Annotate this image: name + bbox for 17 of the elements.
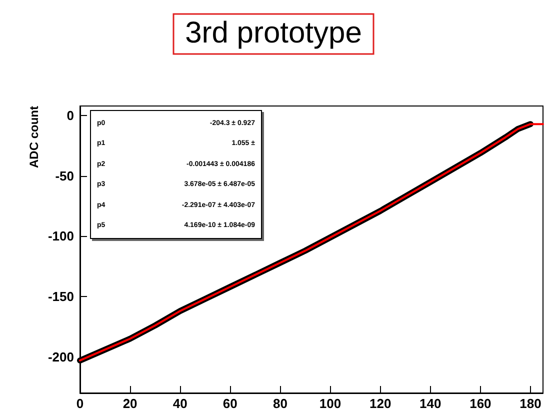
y-tick-label: -150 xyxy=(48,289,74,304)
x-tick-label: 160 xyxy=(470,396,492,411)
x-tick-label: 180 xyxy=(520,396,542,411)
x-tick-label: 140 xyxy=(420,396,442,411)
x-tick-label: 60 xyxy=(222,396,238,411)
y-tick-label: -200 xyxy=(48,349,74,364)
y-axis-title: ADC count xyxy=(27,106,41,168)
x-tick-label: 40 xyxy=(172,396,188,411)
x-tick-label: 0 xyxy=(76,396,84,411)
x-tick-label: 100 xyxy=(319,396,342,411)
x-tick-label: 120 xyxy=(369,396,392,411)
y-tick-label: -100 xyxy=(48,228,74,244)
chart-title: 3rd prototype xyxy=(185,16,362,50)
x-tick-label: 80 xyxy=(272,396,288,411)
y-tick-label: -50 xyxy=(55,168,74,184)
x-tick-label: 20 xyxy=(122,396,138,411)
y-tick-label: 0 xyxy=(66,108,74,124)
